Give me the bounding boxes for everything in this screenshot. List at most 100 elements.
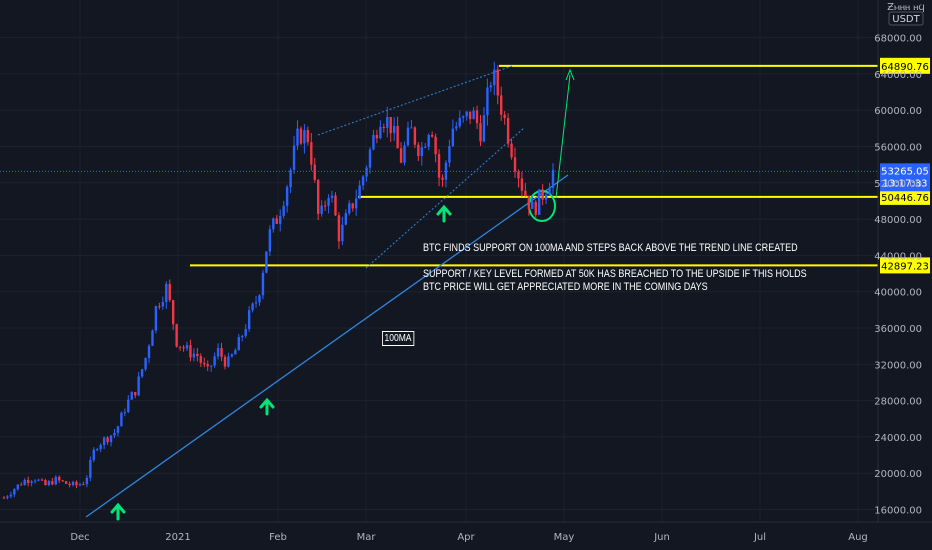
candle-body-9 (33, 480, 37, 482)
candle-body-75 (261, 272, 265, 296)
candle-body-45 (158, 306, 161, 308)
candle-body-26 (92, 449, 95, 460)
price-tick-12: 64000.00 (874, 70, 922, 81)
candle-body-126 (437, 154, 441, 178)
candle-body-19 (68, 483, 71, 486)
candle-body-33 (116, 426, 120, 433)
candle-body-109 (379, 126, 382, 139)
annotation-support-100ma: BTC FINDS SUPPORT ON 100MA AND STEPS BAC… (423, 242, 798, 254)
candle-body-12 (44, 480, 47, 486)
candle-body-134 (465, 111, 468, 117)
candle-body-135 (468, 111, 472, 120)
price-tick-1: 20000.00 (874, 469, 922, 480)
candle-body-10 (37, 479, 40, 481)
candle-body-80 (279, 215, 282, 224)
candle-body-13 (47, 481, 51, 486)
candle-body-29 (102, 437, 106, 445)
candle-body-23 (82, 484, 85, 486)
candle-body-3 (13, 489, 16, 495)
candle-body-94 (327, 197, 330, 206)
candle-body-71 (247, 310, 251, 330)
candle-body-121 (420, 147, 423, 157)
time-tick-1: 2021 (165, 532, 190, 543)
candle-body-24 (85, 477, 89, 485)
candle-body-81 (282, 205, 285, 216)
candle-body-70 (244, 329, 247, 336)
time-tick-0: Dec (70, 532, 89, 543)
candle-body-25 (89, 459, 92, 478)
ma-100-tag[interactable]: 100MA (382, 331, 415, 346)
channel-bottom-line (365, 127, 525, 269)
candle-body-106 (368, 149, 372, 168)
candle-body-123 (427, 134, 430, 147)
candle-body-14 (51, 481, 54, 485)
candle-body-56 (196, 353, 199, 357)
candle-body-54 (189, 345, 192, 358)
candle-body-149 (517, 171, 520, 179)
candle-body-120 (417, 144, 420, 157)
candle-body-157 (544, 194, 548, 200)
candle-body-17 (61, 480, 64, 482)
candle-body-153 (531, 201, 534, 209)
candle-body-87 (303, 130, 306, 144)
candle-body-67 (234, 350, 237, 355)
candle-body-130 (451, 128, 455, 146)
candle-body-132 (458, 117, 461, 127)
candle-body-51 (178, 346, 182, 348)
candle-body-62 (216, 348, 220, 357)
candle-body-50 (175, 324, 178, 347)
candle-body-76 (265, 251, 268, 273)
axis-currency-header: Ƶⲙⲏⲏ ⲏϥ USDT (887, 2, 925, 26)
candle-body-141 (489, 85, 493, 88)
time-tick-5: May (554, 532, 575, 543)
candle-body-156 (541, 189, 544, 200)
candle-body-11 (40, 479, 44, 481)
candle-body-142 (493, 69, 496, 86)
candle-body-42 (147, 345, 151, 358)
price-tick-13: 68000.00 (874, 34, 922, 45)
price-tick-10: 56000.00 (874, 143, 922, 154)
candle-body-60 (209, 365, 213, 367)
time-axis[interactable]: Dec 2021 Feb Mar Apr May Jun Jul Aug (0, 521, 932, 543)
candle-body-1 (6, 496, 9, 498)
candle-body-108 (375, 134, 379, 139)
candle-body-82 (285, 187, 289, 206)
candle-body-154 (534, 201, 537, 215)
grid-lines (0, 0, 878, 522)
candle-body-146 (506, 118, 510, 144)
candle-body-145 (503, 114, 506, 119)
candle-body-105 (365, 167, 368, 177)
candle-body-155 (537, 189, 541, 215)
candle-body-74 (258, 295, 261, 303)
candle-body-133 (462, 116, 465, 118)
up-arrow-icon-2 (436, 204, 452, 223)
candle-body-36 (127, 399, 130, 412)
currency-box (888, 11, 924, 26)
candle-body-159 (551, 169, 555, 188)
candle-body-128 (444, 162, 448, 180)
current-price-label: 53265.05 (881, 166, 929, 177)
candle-body-112 (389, 116, 392, 134)
candle-body-27 (96, 449, 99, 451)
level-tag-1 (880, 188, 930, 205)
price-tick-6: 40000.00 (874, 288, 922, 299)
time-tick-2: Feb (269, 532, 287, 543)
candle-body-95 (330, 195, 334, 198)
candle-body-99 (344, 213, 348, 225)
candle-body-21 (75, 481, 78, 486)
up-arrow-icon-0 (110, 502, 126, 521)
arrow-markers (110, 204, 452, 521)
candle-body-53 (185, 345, 189, 349)
candle-body-85 (296, 128, 299, 146)
level-tag-2 (880, 257, 930, 274)
candle-body-38 (134, 392, 137, 396)
price-axis[interactable]: 16000.00 20000.00 24000.00 28000.00 32000.00… (874, 0, 922, 522)
candle-body-47 (165, 283, 168, 302)
candle-body-0 (2, 497, 6, 499)
candle-body-92 (320, 205, 323, 214)
candle-body-49 (171, 300, 175, 325)
candle-body-40 (140, 369, 144, 377)
countdown-label: 13:17:33 (883, 178, 928, 189)
candle-body-7 (26, 479, 30, 483)
